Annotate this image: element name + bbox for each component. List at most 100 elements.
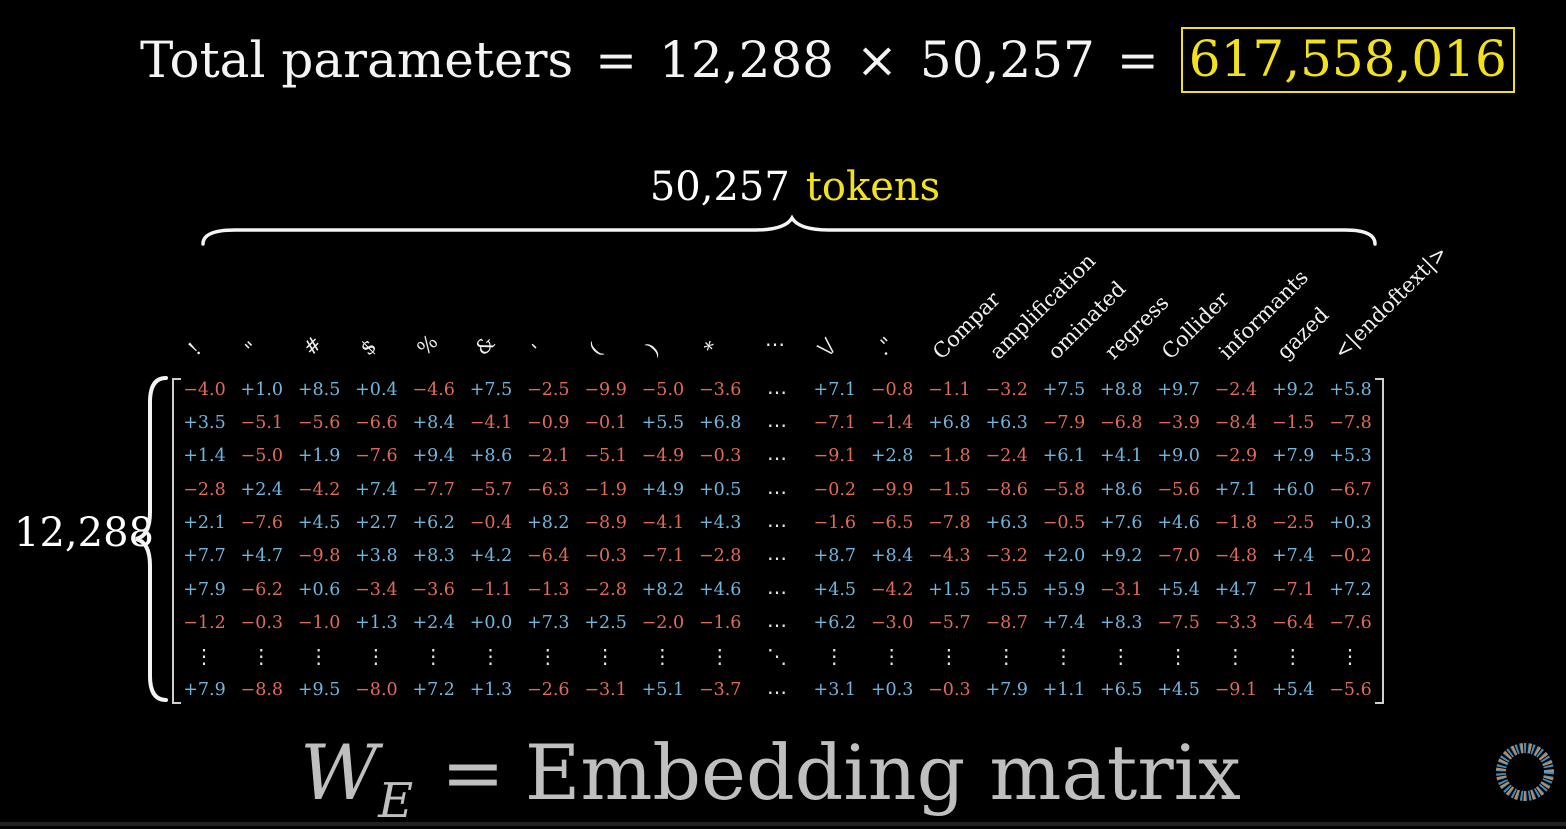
matrix-cell: −9.1 <box>1214 680 1258 700</box>
matrix-cell: ⋯ <box>767 680 788 704</box>
matrix-cell: −6.4 <box>527 546 570 566</box>
matrix-cell: −8.0 <box>355 680 398 700</box>
matrix-cell: −2.5 <box>527 380 570 400</box>
formula-w: W <box>300 728 379 817</box>
loading-ring-icon <box>1496 743 1554 801</box>
matrix-cell: −6.7 <box>1329 480 1372 500</box>
matrix-cell: +3.1 <box>813 680 857 700</box>
matrix-cell: +7.9 <box>183 680 226 700</box>
token-header-10: ⋯ <box>765 332 785 356</box>
token-header-row: ! " # $% & '() * ⋯ \/." Compar amplification ominat… <box>0 0 1566 380</box>
matrix-cell: −0.3 <box>928 680 971 700</box>
matrix-cell: −7.6 <box>355 446 398 466</box>
matrix-cell: −1.8 <box>928 446 971 466</box>
matrix-cell: +7.9 <box>985 680 1028 700</box>
matrix-cell: +5.5 <box>985 580 1028 600</box>
matrix-cell: ⋯ <box>767 513 788 537</box>
matrix-cell: ⋮ <box>996 644 1018 668</box>
matrix-cell: −5.7 <box>928 613 971 633</box>
matrix-cell: −5.6 <box>1157 480 1200 500</box>
token-header-4: % <box>412 329 443 360</box>
matrix-cell: +4.5 <box>813 580 857 600</box>
matrix-cell: ⋯ <box>767 613 788 637</box>
matrix-cell: +4.3 <box>698 513 742 533</box>
matrix-cell: ⋯ <box>767 546 788 570</box>
matrix-cell: +4.6 <box>698 580 742 600</box>
matrix-cell: −4.9 <box>641 446 685 466</box>
matrix-cell: −5.6 <box>1329 680 1372 700</box>
matrix-cell: +8.3 <box>1100 613 1143 633</box>
matrix-cell: ⋮ <box>595 644 617 668</box>
matrix-cell: −1.8 <box>1214 513 1258 533</box>
matrix-cell: −9.9 <box>584 380 627 400</box>
matrix-cell: −5.6 <box>297 413 341 433</box>
token-header-0: ! <box>183 337 206 360</box>
matrix-cell: −2.8 <box>584 580 627 600</box>
matrix-cell: +8.4 <box>412 413 455 433</box>
matrix-cell: −2.4 <box>1214 380 1258 400</box>
matrix-cell: −6.6 <box>355 413 398 433</box>
equals-sign-2: = <box>1116 31 1159 89</box>
matrix-cell: ⋮ <box>308 644 330 668</box>
matrix-cell: −7.7 <box>412 480 455 500</box>
matrix-cell: −0.5 <box>1042 513 1086 533</box>
matrix-cell: +5.8 <box>1329 380 1372 400</box>
matrix-cell: +7.1 <box>1214 480 1258 500</box>
matrix-cell: −7.1 <box>641 546 685 566</box>
matrix-cell: +2.4 <box>240 480 284 500</box>
matrix-cell: −8.9 <box>584 513 627 533</box>
matrix-cell: +7.6 <box>1100 513 1143 533</box>
times-sign: × <box>856 31 898 89</box>
matrix-cell: +6.3 <box>985 513 1028 533</box>
matrix-cell: +5.4 <box>1157 580 1200 600</box>
matrix-cell: ⋮ <box>194 644 215 668</box>
matrix-cell: −4.0 <box>183 380 226 400</box>
total-parameters-line: Total parameters = 12,288 × 50,257 = 617… <box>140 20 1515 100</box>
matrix-cell: −8.8 <box>240 680 284 700</box>
formula-subscript: E <box>378 773 414 829</box>
token-header-1: " <box>240 336 264 360</box>
matrix-cell: −7.5 <box>1157 613 1200 633</box>
matrix-cell: −4.6 <box>412 380 455 400</box>
matrix-cell: ⋮ <box>1168 644 1190 668</box>
matrix-cell: +8.2 <box>527 513 570 533</box>
matrix-cell: −6.4 <box>1271 613 1315 633</box>
matrix-cell: +3.8 <box>355 546 398 566</box>
matrix-cell: +8.6 <box>1100 480 1143 500</box>
matrix-cell: +9.7 <box>1157 380 1200 400</box>
matrix-cell: ⋮ <box>1282 644 1304 668</box>
matrix-cell: −5.0 <box>641 380 685 400</box>
matrix-cell: ⋮ <box>1110 644 1132 668</box>
matrix-cell: +8.5 <box>297 380 341 400</box>
matrix-cell: +8.3 <box>412 546 455 566</box>
matrix-cell: −1.2 <box>183 613 226 633</box>
matrix-cell: −7.1 <box>813 413 857 433</box>
matrix-cell: +7.1 <box>813 380 857 400</box>
embedding-matrix: −4.0 +1.0 +8.5 +0.4 −4.6 +7.5 −2.5 −9.9 −5.0 −3.6… <box>170 372 1386 706</box>
bottom-bar <box>0 822 1566 826</box>
matrix-cell: +6.8 <box>698 413 742 433</box>
formula-caption: WE = Embedding matrix <box>300 728 1241 829</box>
matrix-cell: −2.4 <box>985 446 1028 466</box>
matrix-cell: −0.2 <box>813 480 857 500</box>
matrix-cell: +4.5 <box>297 513 341 533</box>
matrix-cell: +7.7 <box>183 546 226 566</box>
matrix-cell: +1.3 <box>355 613 398 633</box>
matrix-cell: ⋮ <box>480 644 502 668</box>
matrix-cell: +1.1 <box>1042 680 1086 700</box>
matrix-cell: −6.3 <box>527 480 570 500</box>
matrix-cell: −0.4 <box>469 513 513 533</box>
matrix-cell: +4.6 <box>1157 513 1200 533</box>
matrix-cell: +8.8 <box>1100 380 1143 400</box>
matrix-left-bracket <box>172 378 181 704</box>
token-header-5: & <box>469 330 500 360</box>
matrix-cell: ⋯ <box>767 480 788 504</box>
token-header-12: ." <box>870 332 899 360</box>
matrix-cell: −8.4 <box>1214 413 1258 433</box>
matrix-cell: +7.5 <box>469 380 513 400</box>
matrix-cell: +0.4 <box>355 380 398 400</box>
matrix-cell: −6.2 <box>240 580 284 600</box>
matrix-cell: +1.3 <box>469 680 513 700</box>
matrix-cell: +5.9 <box>1042 580 1086 600</box>
matrix-cell: −1.6 <box>813 513 857 533</box>
